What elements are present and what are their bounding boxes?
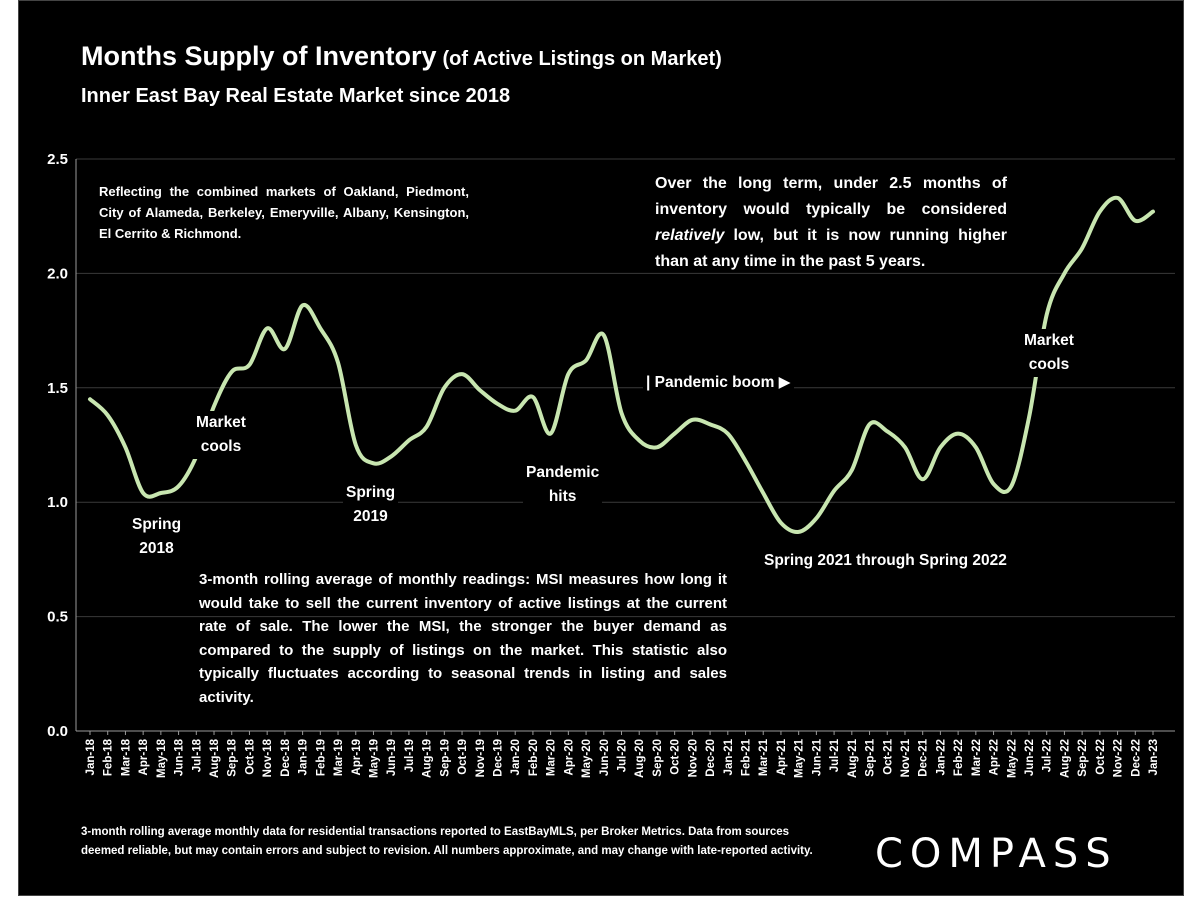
x-tick-label: Jun-19	[386, 739, 398, 776]
x-tick-label: Nov-21	[900, 738, 912, 777]
x-tick-label: Dec-19	[492, 739, 504, 777]
x-tick-label: Dec-21	[918, 738, 930, 776]
x-tick-label: Aug-22	[1059, 739, 1071, 778]
callout-pandemic-hits-line2: hits	[548, 488, 577, 505]
title-main: Months Supply of Inventory	[81, 41, 437, 71]
line-chart: 0.0 0.5 1.0 1.5 2.0 2.5 Jan-18 Feb-18 Mar-18 Apr-…	[47, 151, 1175, 778]
x-tick-label: Mar-20	[546, 739, 558, 776]
callout-market-cools-2018-line2: cools	[200, 438, 242, 455]
x-tick-label: Jun-20	[599, 739, 611, 776]
long-term-note-emphasis: relatively	[655, 227, 725, 244]
x-tick-label: Jul-18	[191, 738, 203, 772]
chart-title: Months Supply of Inventory (of Active Lis…	[81, 41, 722, 72]
x-tick-label: Aug-20	[634, 739, 646, 778]
x-tick-label: Aug-21	[847, 738, 859, 778]
x-tick-label: May-21	[794, 738, 806, 778]
callout-market-cools-2018-line1: Market	[196, 414, 246, 431]
y-tick-label: 0.5	[47, 609, 68, 626]
x-tick-label: Jan-20	[510, 739, 522, 775]
y-tick-label: 1.0	[47, 494, 68, 511]
y-tick-label: 0.0	[47, 723, 68, 740]
x-tick-label: Oct-18	[244, 738, 256, 774]
x-tick-label: Apr-22	[989, 739, 1001, 775]
x-tick-label: Sep-21	[865, 738, 877, 776]
x-tick-label: Aug-19	[422, 739, 434, 778]
x-tick-label: Apr-20	[563, 739, 575, 775]
x-tick-label: Feb-19	[315, 739, 327, 776]
x-tick-label: Jul-22	[1042, 739, 1054, 772]
x-tick-label: May-20	[581, 739, 593, 778]
callout-market-cools-2022-line2: cools	[1028, 356, 1070, 373]
markets-note: Reflecting the combined markets of Oakla…	[99, 184, 469, 241]
x-tick-label: Nov-18	[262, 738, 274, 777]
x-tick-label: Jun-21	[811, 738, 823, 776]
chart-slide: Months Supply of Inventory (of Active Lis…	[18, 0, 1184, 896]
x-tick-label: Sep-18	[227, 738, 239, 776]
x-tick-label: Apr-19	[351, 739, 363, 775]
callout-pandemic-hits-line1: Pandemic	[526, 464, 600, 481]
x-tick-label: Dec-22	[1130, 739, 1142, 777]
x-tick-label: Jan-18	[85, 738, 97, 775]
compass-logo: COMPASS	[875, 831, 1118, 877]
callout-spring-2018-line1: Spring	[132, 516, 182, 533]
x-tick-label: Mar-18	[120, 738, 132, 776]
x-tick-label: Jan-19	[298, 739, 310, 775]
x-tick-label: Oct-19	[457, 739, 469, 775]
x-tick-label: May-22	[1006, 739, 1018, 778]
y-tick-label: 1.5	[47, 380, 68, 397]
x-tick-label: Oct-20	[670, 739, 682, 775]
x-tick-label: Jul-20	[617, 739, 629, 772]
x-tick-label: Apr-18	[138, 738, 150, 775]
msi-explanation-note: 3-month rolling average of monthly readi…	[199, 571, 727, 706]
x-tick-label: Jul-21	[829, 738, 841, 772]
x-tick-label: May-19	[368, 739, 380, 778]
x-tick-label: Aug-18	[209, 738, 221, 778]
y-tick-label: 2.5	[47, 151, 68, 168]
x-tick-label: Dec-18	[280, 738, 292, 776]
x-tick-label: Mar-21	[758, 738, 770, 776]
x-tick-label: Feb-20	[528, 739, 540, 776]
callout-spring-2018-line2: 2018	[139, 540, 174, 557]
x-tick-label: Oct-21	[882, 738, 894, 774]
chart-subtitle: Inner East Bay Real Estate Market since …	[81, 85, 511, 107]
x-tick-label: Nov-22	[1113, 739, 1125, 777]
title-parenthetical: (of Active Listings on Market)	[442, 48, 722, 70]
x-tick-label: Nov-20	[687, 739, 699, 777]
long-term-note: Over the long term, under 2.5 months of …	[655, 171, 1007, 275]
x-tick-label: Jan-23	[1148, 739, 1160, 775]
x-tick-label: Apr-21	[776, 738, 788, 775]
callout-market-cools-2022-line1: Market	[1024, 332, 1074, 349]
x-tick-label: Mar-22	[971, 739, 983, 776]
callout-market-cools-2018: Market cools	[193, 411, 249, 459]
callout-spring-2019-line2: 2019	[353, 508, 388, 525]
callout-spring-2018: Spring 2018	[129, 513, 185, 561]
source-footnote: 3-month rolling average monthly data for…	[81, 826, 813, 857]
callout-spring-2019-line1: Spring	[346, 484, 396, 501]
x-tick-label: Jan-22	[935, 739, 947, 775]
x-tick-label: Sep-19	[439, 739, 451, 777]
x-tick-label: Feb-22	[953, 739, 965, 776]
x-tick-label: Sep-20	[652, 739, 664, 777]
long-term-note-start: Over the long term, under 2.5 months of …	[655, 175, 1007, 218]
x-tick-label: Feb-21	[741, 738, 753, 776]
callout-market-cools-2022: Market cools	[1021, 329, 1077, 377]
x-tick-label: Mar-19	[333, 739, 345, 776]
x-tick-label: Dec-20	[705, 739, 717, 777]
long-term-note-end: low, but it is now running higher than a…	[655, 227, 1007, 270]
x-tick-label: May-18	[156, 738, 168, 778]
x-tick-label: Jun-18	[174, 738, 186, 776]
x-tick-label: Jul-19	[404, 739, 416, 772]
callout-spring-2021-2022: Spring 2021 through Spring 2022	[761, 549, 1010, 573]
callout-spring-2019: Spring 2019	[343, 481, 399, 529]
x-tick-label: Feb-18	[103, 738, 115, 776]
x-tick-label: Sep-22	[1077, 739, 1089, 777]
callout-pandemic-hits: Pandemic hits	[523, 461, 603, 509]
x-tick-label: Nov-19	[475, 739, 487, 777]
y-tick-label: 2.0	[47, 265, 68, 282]
x-tick-label: Jun-22	[1024, 739, 1036, 776]
x-tick-label: Jan-21	[723, 738, 735, 775]
x-tick-label: Oct-22	[1095, 739, 1107, 775]
callout-pandemic-boom: | Pandemic boom ▶	[643, 371, 794, 395]
